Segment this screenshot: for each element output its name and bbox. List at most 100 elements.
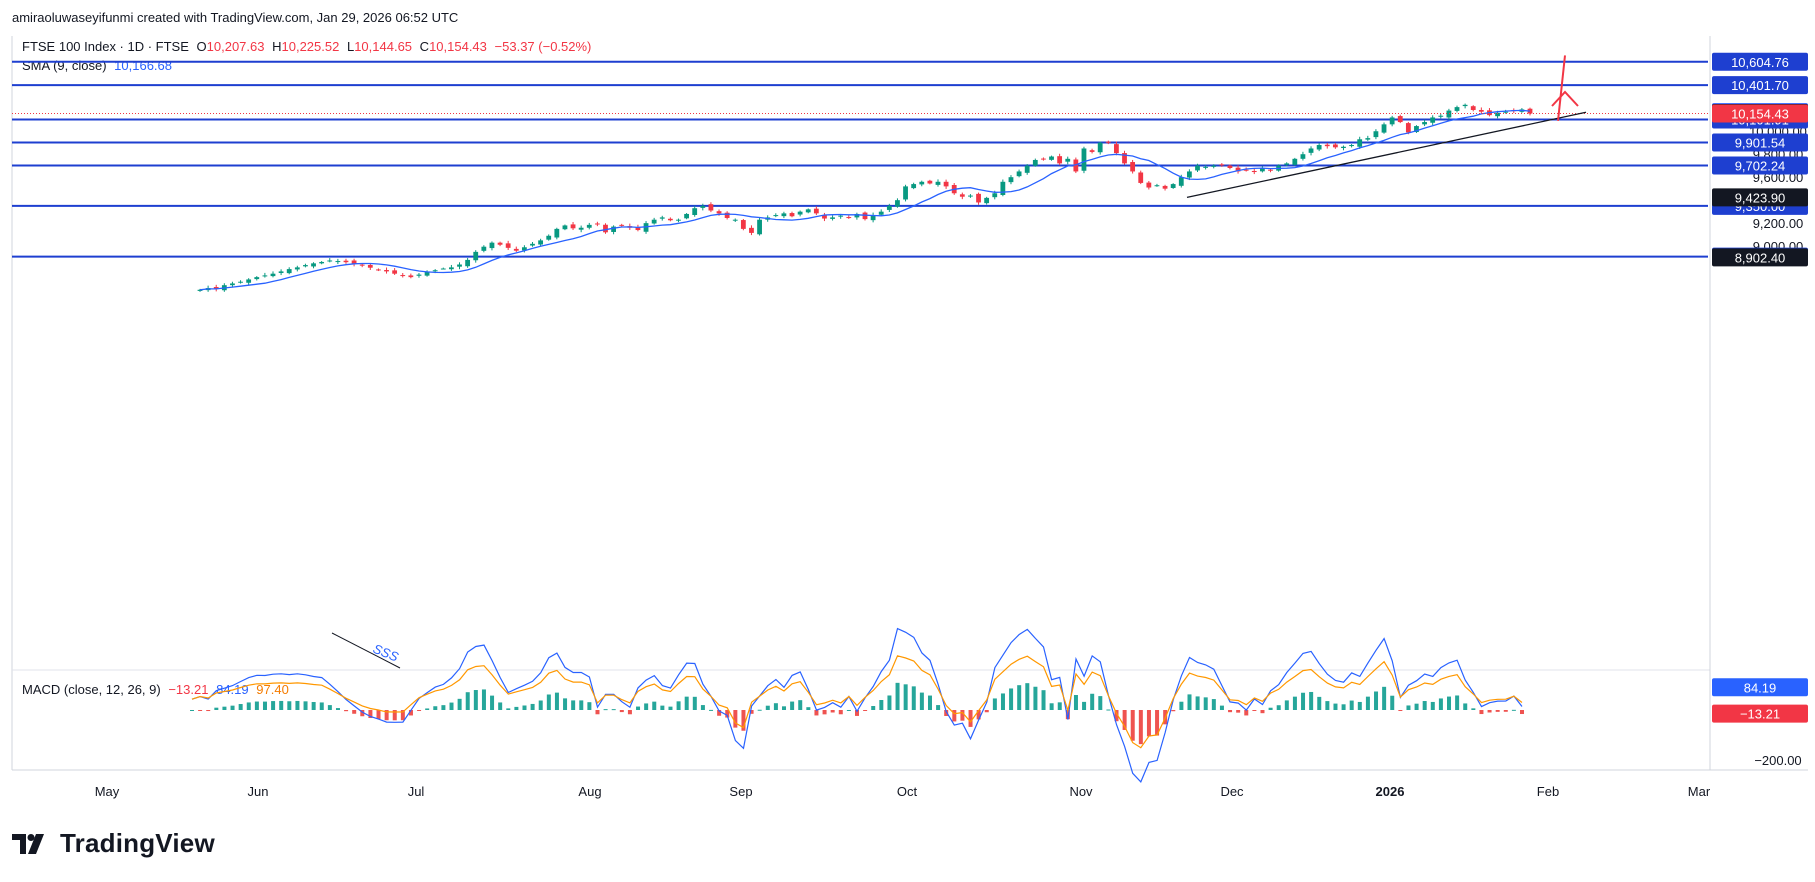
price-axis-tag[interactable]	[1712, 156, 1808, 175]
candle-body[interactable]	[521, 247, 527, 251]
candle-body[interactable]	[432, 270, 438, 272]
candle-body[interactable]	[1446, 110, 1452, 118]
candle-body[interactable]	[319, 261, 325, 264]
candle-body[interactable]	[530, 243, 535, 246]
candle-body[interactable]	[1089, 150, 1095, 152]
candle-body[interactable]	[1454, 107, 1460, 111]
candle-body[interactable]	[1527, 108, 1533, 114]
candle-body[interactable]	[1389, 117, 1395, 125]
candle-body[interactable]	[1081, 148, 1087, 171]
candle-body[interactable]	[473, 251, 479, 261]
candle-body[interactable]	[303, 265, 308, 267]
candle-body[interactable]	[367, 264, 373, 268]
candle-body[interactable]	[578, 227, 584, 230]
candle-body[interactable]	[1430, 117, 1436, 123]
candle-body[interactable]	[254, 277, 260, 280]
candle-body[interactable]	[643, 223, 649, 232]
candle-body[interactable]	[1259, 168, 1265, 172]
candle-body[interactable]	[1422, 122, 1427, 125]
candle-body[interactable]	[1178, 177, 1184, 186]
candle-body[interactable]	[197, 289, 203, 291]
candle-body[interactable]	[1065, 158, 1071, 162]
candle-body[interactable]	[1203, 166, 1209, 168]
candle-body[interactable]	[392, 270, 398, 274]
candle-body[interactable]	[465, 259, 471, 267]
candle-body[interactable]	[959, 194, 965, 197]
candle-body[interactable]	[440, 268, 446, 270]
candle-body[interactable]	[1397, 116, 1403, 123]
candle-body[interactable]	[813, 208, 819, 214]
sma-line[interactable]	[199, 109, 1531, 291]
candle-body[interactable]	[854, 213, 860, 218]
candle-body[interactable]	[1235, 167, 1241, 172]
candle-body[interactable]	[230, 283, 235, 286]
candle-body[interactable]	[278, 271, 284, 274]
candle-body[interactable]	[919, 181, 925, 185]
candle-body[interactable]	[213, 287, 219, 289]
candle-body[interactable]	[335, 261, 341, 263]
candle-body[interactable]	[830, 217, 835, 219]
price-axis-tag[interactable]	[1712, 704, 1808, 723]
candle-body[interactable]	[992, 193, 998, 198]
candle-body[interactable]	[408, 275, 414, 278]
candle-body[interactable]	[400, 275, 406, 277]
candle-body[interactable]	[1478, 109, 1484, 112]
target-arrow-shaft[interactable]	[1557, 55, 1566, 122]
candle-body[interactable]	[570, 224, 576, 229]
candle-body[interactable]	[481, 246, 487, 251]
candle-body[interactable]	[343, 260, 349, 263]
candle-body[interactable]	[895, 200, 900, 207]
candle-body[interactable]	[927, 180, 933, 184]
candle-body[interactable]	[732, 219, 738, 221]
candle-body[interactable]	[1097, 142, 1103, 153]
candle-body[interactable]	[1186, 171, 1192, 178]
candle-body[interactable]	[1049, 156, 1054, 160]
candle-body[interactable]	[1000, 181, 1006, 195]
candle-body[interactable]	[489, 242, 495, 249]
candle-body[interactable]	[1122, 153, 1127, 164]
candle-body[interactable]	[943, 181, 949, 187]
price-axis-tag[interactable]	[1712, 76, 1808, 95]
candle-body[interactable]	[376, 269, 381, 271]
candle-body[interactable]	[327, 260, 333, 262]
candle-body[interactable]	[1041, 158, 1046, 160]
candle-body[interactable]	[1016, 171, 1022, 177]
candle-body[interactable]	[1308, 148, 1314, 153]
candle-body[interactable]	[903, 186, 908, 200]
candle-body[interactable]	[1405, 123, 1411, 133]
candle-body[interactable]	[968, 195, 973, 197]
candle-body[interactable]	[724, 212, 730, 218]
candle-body[interactable]	[1211, 165, 1217, 167]
candle-body[interactable]	[651, 219, 657, 224]
candle-body[interactable]	[1284, 163, 1290, 165]
candle-body[interactable]	[757, 219, 762, 235]
price-chart[interactable]: 10,000.009,800.009,600.009,200.009,000.0…	[0, 0, 1815, 820]
candle-body[interactable]	[1503, 111, 1509, 113]
macd-line[interactable]	[191, 627, 1523, 783]
candle-body[interactable]	[773, 215, 779, 217]
candle-body[interactable]	[1243, 169, 1249, 171]
candle-body[interactable]	[513, 248, 519, 251]
candle-body[interactable]	[351, 260, 357, 264]
candle-body[interactable]	[497, 242, 503, 245]
candle-body[interactable]	[294, 267, 300, 270]
candle-body[interactable]	[1032, 159, 1038, 166]
candle-body[interactable]	[1154, 185, 1160, 187]
candle-body[interactable]	[505, 243, 511, 248]
candle-body[interactable]	[635, 227, 641, 231]
candle-body[interactable]	[424, 271, 430, 276]
candle-body[interactable]	[359, 264, 365, 266]
candle-body[interactable]	[1365, 138, 1371, 140]
candle-body[interactable]	[1381, 124, 1387, 133]
candle-body[interactable]	[976, 193, 981, 203]
candle-body[interactable]	[457, 264, 462, 267]
candle-body[interactable]	[1195, 165, 1200, 171]
candle-body[interactable]	[554, 228, 560, 238]
candle-body[interactable]	[538, 240, 544, 245]
candle-body[interactable]	[270, 273, 276, 277]
candle-body[interactable]	[1146, 182, 1152, 188]
candle-body[interactable]	[1341, 146, 1346, 149]
candle-body[interactable]	[1300, 154, 1306, 159]
candle-body[interactable]	[1008, 177, 1014, 183]
candle-body[interactable]	[1105, 141, 1111, 143]
